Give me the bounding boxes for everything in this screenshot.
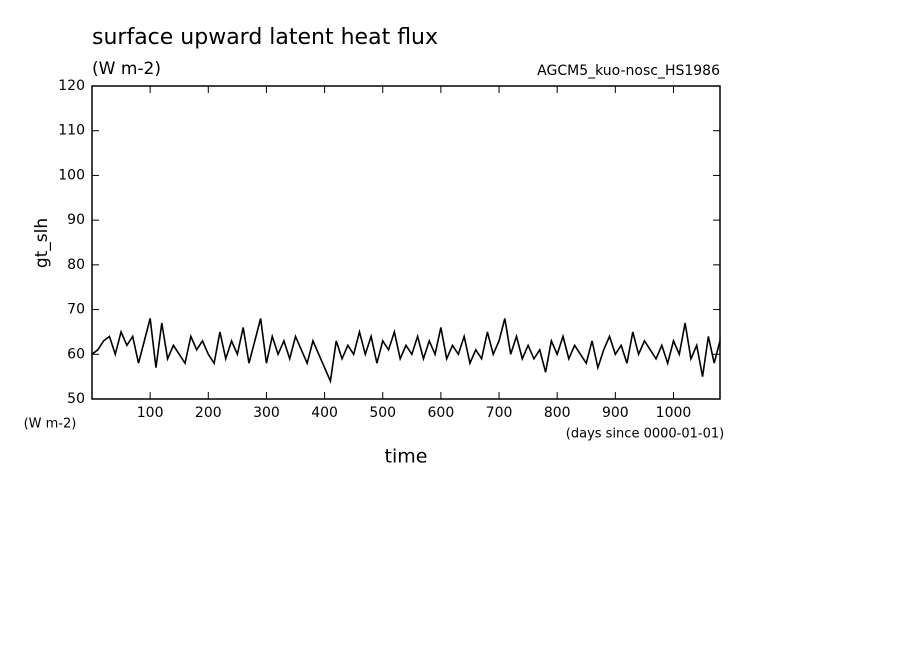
data-line bbox=[91, 318, 721, 385]
x-tick-label: 500 bbox=[369, 405, 396, 421]
x-tick-label: 600 bbox=[428, 405, 455, 421]
x-tick-label: 300 bbox=[253, 405, 280, 421]
plot-frame bbox=[91, 85, 721, 400]
x-tick-label: 200 bbox=[195, 405, 222, 421]
y-axis-label: gt_slh bbox=[32, 218, 52, 268]
y-tick-label: 110 bbox=[58, 123, 85, 139]
y-tick-label: 120 bbox=[58, 78, 85, 94]
x-tick-label: 700 bbox=[486, 405, 513, 421]
y-tick-label: 90 bbox=[67, 212, 85, 228]
y-tick-label: 60 bbox=[67, 346, 85, 362]
y-tick-label: 70 bbox=[67, 302, 85, 318]
run-name: AGCM5_kuo-nosc_HS1986 bbox=[537, 63, 720, 79]
y-tick-label: 80 bbox=[67, 257, 85, 273]
x-units: (days since 0000-01-01) bbox=[566, 427, 724, 442]
x-tick-label: 900 bbox=[602, 405, 629, 421]
x-tick-label: 1000 bbox=[656, 405, 692, 421]
y-tick-label: 100 bbox=[58, 167, 85, 183]
chart-title: surface upward latent heat flux bbox=[92, 25, 438, 50]
y-units: (W m-2) bbox=[24, 417, 77, 432]
units-label: (W m-2) bbox=[92, 59, 161, 79]
x-tick-label: 400 bbox=[311, 405, 338, 421]
x-tick-label: 800 bbox=[544, 405, 571, 421]
x-tick-label: 100 bbox=[137, 405, 164, 421]
x-axis-label: time bbox=[385, 446, 428, 468]
y-tick-label: 50 bbox=[67, 391, 85, 407]
